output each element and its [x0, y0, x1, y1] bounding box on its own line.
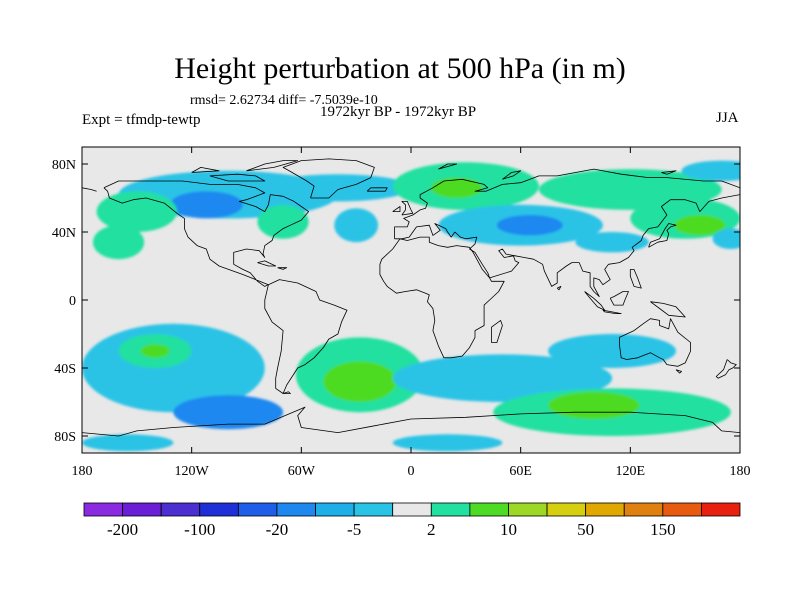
- coastline: [246, 160, 299, 172]
- colorbar-swatch: [623, 502, 664, 517]
- coastline: [401, 200, 414, 216]
- anomaly-region: [548, 391, 640, 419]
- colorbar-swatch: [662, 502, 702, 517]
- colorbar-swatch: [160, 502, 201, 517]
- coastline: [82, 406, 740, 437]
- colorbar-swatch: [430, 502, 471, 517]
- coastline: [394, 168, 740, 239]
- coastline: [366, 187, 388, 192]
- chart-title: Height perturbation at 500 hPa (in m): [174, 52, 626, 85]
- anomaly-region: [257, 204, 309, 239]
- x-tick-label: 120W: [175, 464, 210, 479]
- colorbar-swatch: [469, 502, 509, 517]
- x-tick-label: 180: [72, 464, 93, 479]
- coastline: [82, 187, 97, 192]
- colorbar-label: 150: [650, 520, 676, 539]
- colorbar-swatch: [122, 502, 162, 517]
- coastline: [490, 319, 503, 343]
- anomaly-region: [92, 225, 145, 260]
- colorbar-swatch: [585, 502, 625, 517]
- coastline: [191, 166, 220, 173]
- coastline: [556, 285, 562, 291]
- coastline: [282, 391, 291, 394]
- anomaly-region: [575, 232, 649, 253]
- coastline: [619, 318, 691, 367]
- coastline: [648, 223, 677, 248]
- coastline: [394, 194, 740, 298]
- colorbar-swatch: [392, 502, 432, 517]
- anomaly-region: [431, 177, 483, 198]
- x-tick-label: 120E: [616, 464, 646, 479]
- colorbar-swatch: [508, 502, 548, 517]
- anomaly-region: [173, 395, 284, 430]
- coastline: [675, 369, 682, 374]
- colorbar-swatch: [546, 502, 587, 517]
- season-label: JJA: [716, 110, 739, 126]
- colorbar-swatch: [353, 502, 394, 517]
- x-tick-label: 0: [408, 464, 415, 479]
- x-tick-label: 60E: [509, 464, 532, 479]
- anomaly-region: [681, 160, 740, 181]
- anomaly-region: [496, 215, 563, 236]
- colorbar-label: 50: [577, 520, 594, 539]
- coastline: [661, 170, 677, 175]
- coastline: [650, 301, 686, 318]
- colorbar-label: -200: [107, 520, 138, 539]
- anomaly-region: [712, 228, 740, 249]
- colorbar: -200 -100 -20 -5 2 10 50 150: [83, 502, 741, 539]
- colorbar-label: -20: [266, 520, 289, 539]
- coastline: [379, 236, 505, 359]
- colorbar-label: -5: [347, 520, 361, 539]
- colorbar-swatch: [276, 502, 316, 517]
- coastline: [602, 309, 622, 315]
- x-tick-label: 180: [730, 464, 751, 479]
- coastline: [257, 260, 277, 267]
- coastline: [103, 180, 310, 287]
- x-axis: 180 120W 60W 0 60E 120E 180: [72, 147, 751, 479]
- y-tick-label: 40N: [52, 226, 76, 241]
- period-label: 1972kyr BP - 1972kyr BP: [320, 104, 477, 120]
- coastline: [609, 291, 629, 306]
- coastline: [438, 163, 458, 170]
- anomaly-region: [323, 361, 397, 402]
- colorbar-swatch: [701, 502, 741, 517]
- coastline: [282, 158, 375, 199]
- coastline: [209, 173, 266, 182]
- coastline: [392, 206, 401, 213]
- experiment-label: Expt = tfmdp-tewtp: [82, 112, 201, 128]
- anomaly-region: [334, 208, 379, 243]
- coastline: [277, 267, 288, 270]
- y-tick-label: 40S: [54, 362, 76, 377]
- colorbar-label: -100: [184, 520, 215, 539]
- coastline: [264, 279, 348, 394]
- x-tick-label: 60W: [288, 464, 316, 479]
- anomaly-region: [140, 344, 170, 358]
- anomaly-region: [392, 354, 613, 403]
- anomaly-region: [392, 434, 503, 452]
- anomaly-region: [169, 191, 243, 219]
- y-tick-label: 0: [69, 294, 76, 309]
- anomaly-region: [264, 174, 411, 202]
- y-axis: 80N 40N 0 40S 80S: [52, 158, 740, 445]
- colorbar-swatch: [315, 502, 355, 517]
- colorbar-swatch: [83, 502, 123, 517]
- colorbar-label: 2: [427, 520, 436, 539]
- stats-text: rmsd= 2.62734 diff= -7.5039e-10: [190, 93, 378, 108]
- coastline: [502, 170, 522, 180]
- anomaly-region: [548, 334, 677, 368]
- coastline: [715, 359, 737, 379]
- colorbar-label: 10: [500, 520, 517, 539]
- coastline: [629, 268, 642, 289]
- colorbar-swatch: [199, 502, 239, 517]
- y-tick-label: 80S: [54, 430, 76, 445]
- y-tick-label: 80N: [52, 158, 76, 173]
- anomaly-fields: [82, 160, 740, 452]
- anomaly-region: [96, 191, 178, 233]
- anomaly-region: [674, 215, 726, 236]
- anomaly-region: [82, 434, 174, 452]
- colorbar-swatch: [237, 502, 278, 517]
- coastlines: [82, 158, 740, 437]
